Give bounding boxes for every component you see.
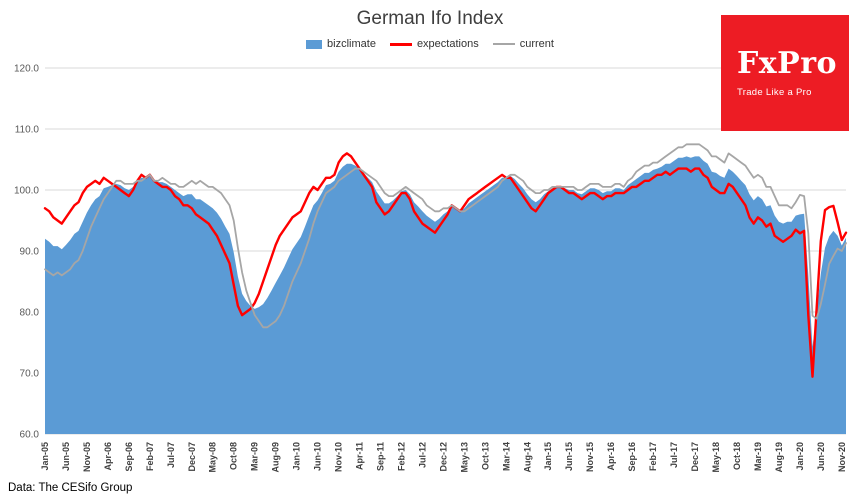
x-tick-label: Jan-05 (40, 442, 50, 471)
x-tick-label: Sep-11 (375, 442, 385, 471)
x-tick-label: Jul-17 (669, 442, 679, 468)
x-tick-label: Oct-08 (229, 442, 239, 470)
y-tick-label: 110.0 (15, 125, 40, 136)
y-tick-label: 100.0 (14, 186, 39, 197)
x-tick-label: Jun-20 (816, 442, 826, 471)
x-tick-label: Jan-10 (292, 442, 302, 471)
legend-label-expectations: expectations (416, 38, 479, 50)
fxpro-tagline: Trade Like a Pro (737, 86, 812, 98)
x-tick-label: Dec-17 (690, 442, 700, 472)
x-tick-label: Feb-17 (648, 442, 658, 471)
legend-label-current: current (519, 38, 554, 50)
x-tick-label: Dec-12 (438, 442, 448, 472)
x-tick-label: Apr-06 (103, 442, 113, 471)
x-tick-label: Mar-19 (753, 442, 763, 471)
x-tick-label: Jan-15 (543, 442, 553, 471)
x-tick-label: Oct-18 (732, 442, 742, 470)
y-tick-label: 60.0 (20, 430, 40, 441)
x-tick-label: Sep-16 (627, 442, 637, 472)
legend-label-bizclimate: bizclimate (327, 38, 376, 50)
bizclimate-swatch-icon (306, 39, 323, 49)
x-axis-labels: Jan-05 Jun-05 Nov-05 Apr-06 Sep-06 Feb-07 Jul-… (40, 442, 847, 473)
x-tick-label: Aug-14 (522, 442, 532, 473)
x-tick-label: Feb-07 (145, 442, 155, 471)
x-tick-label: Nov-20 (837, 442, 847, 472)
y-axis-labels: 60.0 70.0 80.0 90.0 100.0 110.0 120.0 (14, 64, 39, 441)
page-title: German Ifo Index (356, 8, 504, 29)
x-tick-label: Mar-09 (250, 442, 260, 471)
x-tick-label: Jul-07 (166, 442, 176, 468)
fxpro-logo: FxPro Trade Like a Pro (721, 15, 849, 131)
expectations-swatch-icon (389, 42, 412, 46)
legend-item-expectations: expectations (389, 38, 479, 50)
x-tick-label: Dec-07 (187, 442, 197, 472)
x-tick-label: Jan-20 (795, 442, 805, 471)
data-source-note: Data: The CESifo Group (8, 482, 133, 494)
x-tick-label: Aug-19 (774, 442, 784, 473)
x-tick-label: Aug-09 (271, 442, 281, 473)
fxpro-wordmark: FxPro (737, 45, 838, 81)
y-tick-label: 90.0 (20, 247, 40, 258)
current-swatch-icon (492, 43, 515, 45)
x-tick-label: Mar-14 (501, 442, 511, 471)
series-bizclimate (45, 156, 846, 434)
x-tick-label: Apr-11 (355, 442, 365, 470)
x-tick-label: May-18 (711, 442, 721, 473)
legend-item-current: current (492, 38, 554, 50)
series-current (44, 143, 847, 329)
x-tick-label: Sep-06 (124, 442, 134, 472)
series-expectations (43, 152, 848, 378)
y-tick-label: 120.0 (14, 64, 39, 75)
chart-legend: bizclimate expectations current (0, 38, 860, 50)
x-tick-label: Nov-15 (585, 442, 595, 472)
x-tick-label: Jun-15 (564, 442, 574, 471)
y-tick-label: 70.0 (20, 369, 40, 380)
x-tick-label: Oct-13 (480, 442, 490, 470)
x-tick-label: May-08 (208, 442, 218, 473)
x-tick-label: Nov-10 (334, 442, 344, 472)
x-tick-label: May-13 (459, 442, 469, 473)
x-tick-label: Jun-10 (313, 442, 323, 471)
y-tick-label: 80.0 (20, 308, 40, 319)
x-tick-label: Feb-12 (396, 442, 406, 471)
x-tick-label: Apr-16 (606, 442, 616, 471)
legend-item-bizclimate: bizclimate (306, 38, 376, 50)
x-tick-label: Jul-12 (417, 442, 427, 468)
x-tick-label: Jun-05 (61, 442, 71, 471)
x-tick-label: Nov-05 (82, 442, 92, 472)
